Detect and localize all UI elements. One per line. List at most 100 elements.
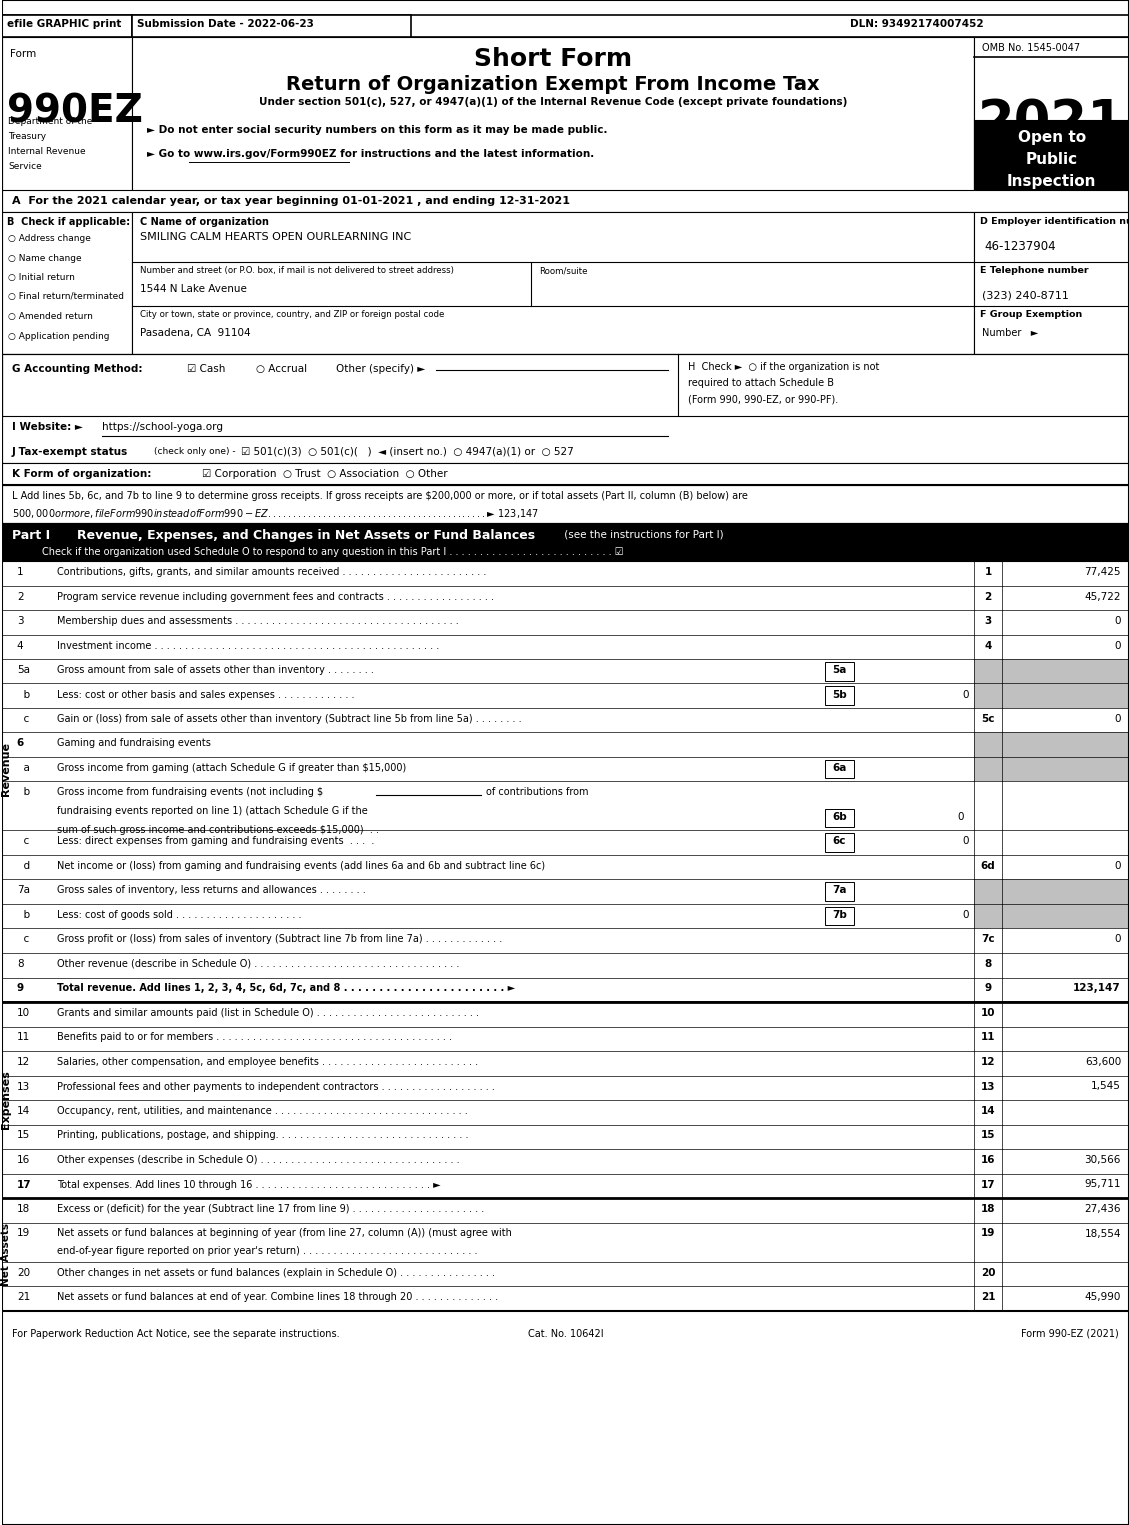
- Text: Gain or (loss) from sale of assets other than inventory (Subtract line 5b from l: Gain or (loss) from sale of assets other…: [56, 714, 522, 724]
- Text: City or town, state or province, country, and ZIP or foreign postal code: City or town, state or province, country…: [140, 310, 444, 319]
- Bar: [824, 834, 855, 852]
- Text: efile GRAPHIC print: efile GRAPHIC print: [7, 18, 121, 29]
- Text: Gaming and fundraising events: Gaming and fundraising events: [56, 738, 211, 749]
- Text: Room/suite: Room/suite: [539, 265, 587, 274]
- Bar: [2, 354, 1129, 416]
- Text: 17: 17: [17, 1179, 32, 1190]
- Text: 45,990: 45,990: [1085, 1292, 1121, 1302]
- Text: F Group Exemption: F Group Exemption: [980, 310, 1083, 319]
- Text: Gross income from fundraising events (not including $: Gross income from fundraising events (no…: [56, 787, 323, 798]
- Text: Part I: Part I: [12, 529, 50, 541]
- Text: Other revenue (describe in Schedule O) . . . . . . . . . . . . . . . . . . . . .: Other revenue (describe in Schedule O) .…: [56, 959, 460, 968]
- Text: 10: 10: [981, 1008, 996, 1019]
- Text: 45,722: 45,722: [1085, 592, 1121, 601]
- Text: K Form of organization:: K Form of organization:: [12, 470, 151, 479]
- Text: 5b: 5b: [832, 689, 847, 700]
- Text: 1: 1: [984, 567, 992, 576]
- Text: ☑ Corporation  ○ Trust  ○ Association  ○ Other: ☑ Corporation ○ Trust ○ Association ○ Ot…: [202, 470, 447, 479]
- Text: Excess or (deficit) for the year (Subtract line 17 from line 9) . . . . . . . . : Excess or (deficit) for the year (Subtra…: [56, 1205, 484, 1214]
- Text: 0: 0: [957, 811, 964, 822]
- Text: required to attach Schedule B: required to attach Schedule B: [689, 378, 834, 387]
- Text: Inspection: Inspection: [1007, 174, 1096, 189]
- Text: 9: 9: [984, 984, 991, 993]
- Text: Gross income from gaming (attach Schedule G if greater than $15,000): Gross income from gaming (attach Schedul…: [56, 762, 406, 773]
- Bar: [132, 37, 974, 192]
- Text: a: a: [17, 762, 29, 773]
- Text: 46-1237904: 46-1237904: [984, 239, 1056, 253]
- Text: D Employer identification number: D Employer identification number: [980, 217, 1129, 226]
- Text: C Name of organization: C Name of organization: [140, 217, 269, 227]
- Text: 20: 20: [981, 1267, 996, 1278]
- Text: Grants and similar amounts paid (list in Schedule O) . . . . . . . . . . . . . .: Grants and similar amounts paid (list in…: [56, 1008, 479, 1019]
- Text: 11: 11: [17, 1032, 30, 1043]
- Text: 18: 18: [17, 1205, 30, 1214]
- Text: Gross amount from sale of assets other than inventory . . . . . . . .: Gross amount from sale of assets other t…: [56, 665, 374, 676]
- Text: (Form 990, 990-EZ, or 990-PF).: (Form 990, 990-EZ, or 990-PF).: [689, 393, 839, 404]
- Bar: [824, 907, 855, 926]
- Text: end-of-year figure reported on prior year's return) . . . . . . . . . . . . . . : end-of-year figure reported on prior yea…: [56, 1246, 478, 1257]
- Text: OMB No. 1545-0047: OMB No. 1545-0047: [982, 43, 1080, 53]
- Text: Professional fees and other payments to independent contractors . . . . . . . . : Professional fees and other payments to …: [56, 1081, 495, 1092]
- Bar: [974, 756, 1129, 781]
- Bar: [2, 464, 1129, 485]
- Text: Open to: Open to: [1017, 130, 1086, 145]
- Text: Membership dues and assessments . . . . . . . . . . . . . . . . . . . . . . . . : Membership dues and assessments . . . . …: [56, 616, 458, 625]
- Text: 0: 0: [1114, 714, 1121, 724]
- Text: 95,711: 95,711: [1085, 1179, 1121, 1190]
- Text: Form 990-EZ (2021): Form 990-EZ (2021): [1022, 1328, 1119, 1339]
- Text: 19: 19: [981, 1229, 996, 1238]
- Text: c: c: [17, 837, 29, 846]
- Text: c: c: [17, 935, 29, 944]
- Text: I Website: ►: I Website: ►: [12, 422, 87, 432]
- Text: L Add lines 5b, 6c, and 7b to line 9 to determine gross receipts. If gross recei: L Add lines 5b, 6c, and 7b to line 9 to …: [12, 491, 747, 502]
- Text: 0: 0: [1114, 935, 1121, 944]
- Bar: [132, 212, 974, 354]
- Text: Service: Service: [8, 162, 42, 171]
- Text: Net Assets: Net Assets: [1, 1223, 11, 1286]
- Bar: [824, 759, 855, 778]
- Text: 5c: 5c: [981, 714, 995, 724]
- Bar: [2, 191, 1129, 212]
- Text: 2021: 2021: [978, 98, 1126, 149]
- Text: Contributions, gifts, grants, and similar amounts received . . . . . . . . . . .: Contributions, gifts, grants, and simila…: [56, 567, 487, 576]
- Bar: [2, 485, 1129, 523]
- Text: 14: 14: [17, 1106, 30, 1116]
- Text: $500,000 or more, file Form 990 instead of Form 990-EZ . . . . . . . . . . . . .: $500,000 or more, file Form 990 instead …: [12, 506, 539, 520]
- Text: Salaries, other compensation, and employee benefits . . . . . . . . . . . . . . : Salaries, other compensation, and employ…: [56, 1057, 478, 1067]
- Text: 7b: 7b: [832, 910, 847, 920]
- Text: 5a: 5a: [17, 665, 29, 676]
- Text: 17: 17: [981, 1179, 996, 1190]
- Text: 5a: 5a: [832, 665, 847, 676]
- Text: ○ Name change: ○ Name change: [8, 253, 81, 262]
- Text: 16: 16: [981, 1154, 996, 1165]
- Text: Number   ►: Number ►: [982, 328, 1039, 339]
- Text: 8: 8: [17, 959, 24, 968]
- Bar: [2, 523, 1129, 561]
- Text: Public: Public: [1025, 152, 1078, 168]
- Text: 2: 2: [984, 592, 992, 601]
- Text: 6a: 6a: [832, 762, 847, 773]
- Text: Under section 501(c), 527, or 4947(a)(1) of the Internal Revenue Code (except pr: Under section 501(c), 527, or 4947(a)(1)…: [259, 98, 847, 107]
- Text: ○ Amended return: ○ Amended return: [8, 313, 93, 320]
- Text: 1544 N Lake Avenue: 1544 N Lake Avenue: [140, 284, 246, 294]
- Text: 7a: 7a: [17, 886, 29, 895]
- Text: SMILING CALM HEARTS OPEN OURLEARNING INC: SMILING CALM HEARTS OPEN OURLEARNING INC: [140, 232, 411, 242]
- Bar: [974, 880, 1129, 904]
- Text: Department of the: Department of the: [8, 117, 93, 127]
- Bar: [974, 683, 1129, 708]
- Text: b: b: [17, 787, 30, 798]
- Text: Net income or (loss) from gaming and fundraising events (add lines 6a and 6b and: Net income or (loss) from gaming and fun…: [56, 862, 545, 871]
- Text: 0: 0: [963, 910, 970, 920]
- Text: For Paperwork Reduction Act Notice, see the separate instructions.: For Paperwork Reduction Act Notice, see …: [12, 1328, 340, 1339]
- Text: 3: 3: [984, 616, 992, 625]
- Text: Pasadena, CA  91104: Pasadena, CA 91104: [140, 328, 251, 339]
- Text: Revenue, Expenses, and Changes in Net Assets or Fund Balances: Revenue, Expenses, and Changes in Net As…: [77, 529, 535, 541]
- Text: Cat. No. 10642I: Cat. No. 10642I: [527, 1328, 603, 1339]
- Text: 6b: 6b: [832, 811, 847, 822]
- Text: Total expenses. Add lines 10 through 16 . . . . . . . . . . . . . . . . . . . . : Total expenses. Add lines 10 through 16 …: [56, 1179, 440, 1190]
- Text: 77,425: 77,425: [1085, 567, 1121, 576]
- Text: sum of such gross income and contributions exceeds $15,000)  . .: sum of such gross income and contributio…: [56, 825, 379, 836]
- Text: ○ Application pending: ○ Application pending: [8, 331, 110, 340]
- Text: Less: cost or other basis and sales expenses . . . . . . . . . . . . .: Less: cost or other basis and sales expe…: [56, 689, 355, 700]
- Text: 4: 4: [17, 640, 24, 651]
